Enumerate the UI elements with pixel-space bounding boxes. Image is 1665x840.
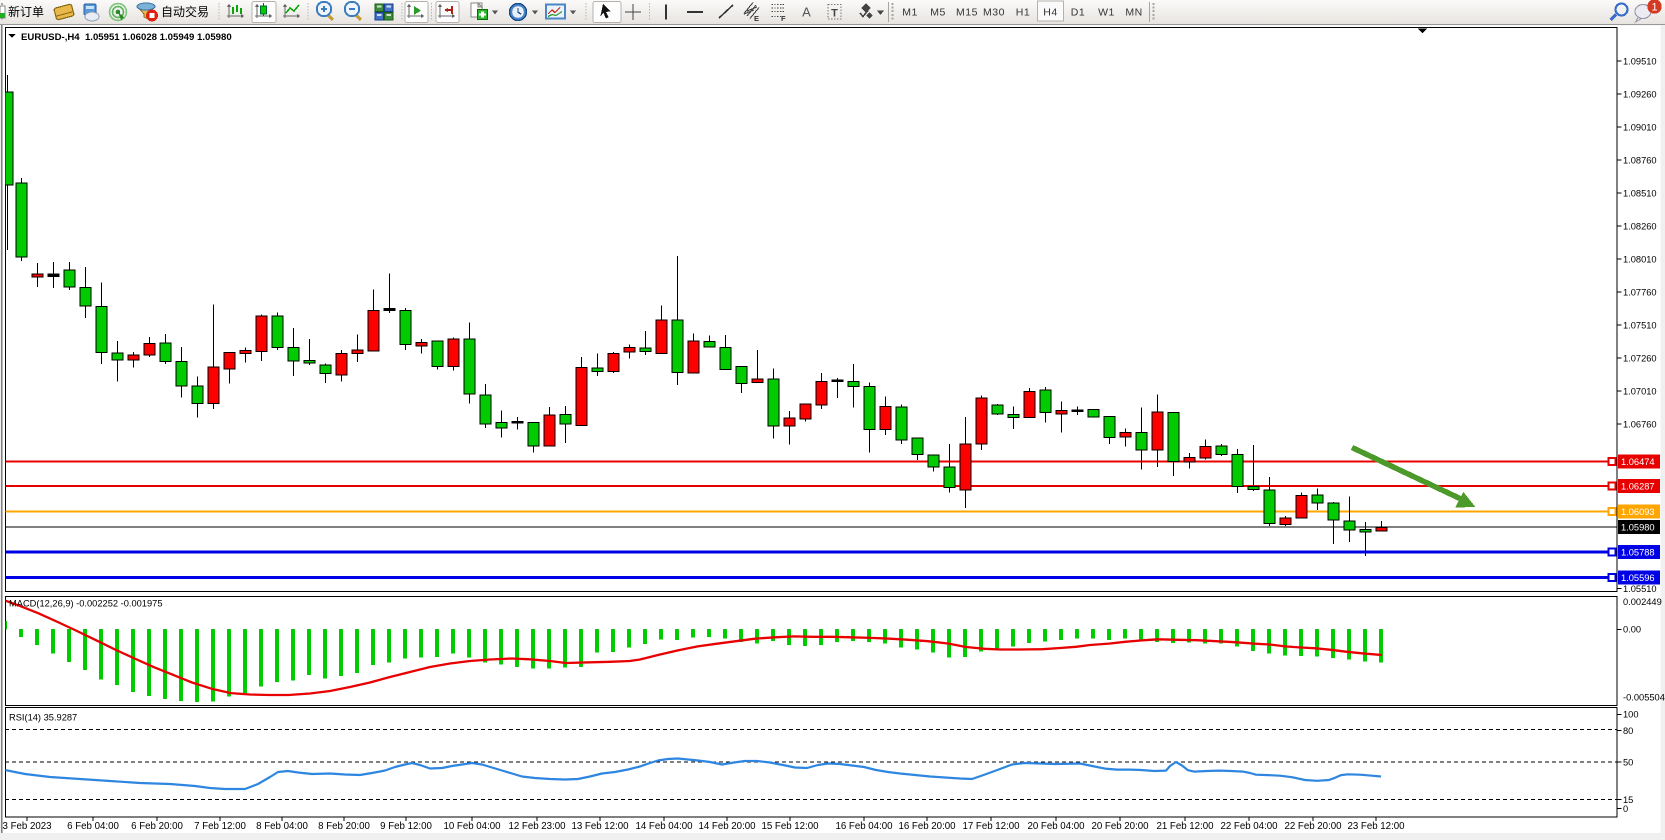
- svg-text:22 Feb 20:00: 22 Feb 20:00: [1284, 821, 1342, 832]
- svg-text:6 Feb 04:00: 6 Feb 04:00: [67, 821, 119, 832]
- svg-text:1.09510: 1.09510: [1623, 56, 1657, 66]
- svg-text:E: E: [754, 14, 759, 23]
- svg-text:21 Feb 12:00: 21 Feb 12:00: [1156, 821, 1214, 832]
- svg-text:1.07510: 1.07510: [1623, 320, 1657, 330]
- svg-text:1.05596: 1.05596: [1621, 573, 1655, 583]
- svg-text:100: 100: [1623, 710, 1639, 720]
- svg-text:1.06474: 1.06474: [1621, 457, 1655, 467]
- svg-text:20 Feb 04:00: 20 Feb 04:00: [1027, 821, 1085, 832]
- svg-text:14 Feb 04:00: 14 Feb 04:00: [635, 821, 693, 832]
- svg-text:23 Feb 12:00: 23 Feb 12:00: [1347, 821, 1405, 832]
- svg-text:8 Feb 04:00: 8 Feb 04:00: [256, 821, 308, 832]
- svg-text:A: A: [802, 5, 811, 20]
- svg-text:1.09010: 1.09010: [1623, 122, 1657, 132]
- svg-text:1.07760: 1.07760: [1623, 287, 1657, 297]
- svg-text:10 Feb 04:00: 10 Feb 04:00: [443, 821, 501, 832]
- svg-text:EURUSD-,H4 1.05951 1.06028 1.: EURUSD-,H4 1.05951 1.06028 1.05949 1.059…: [21, 32, 232, 43]
- svg-text:0: 0: [1623, 804, 1628, 814]
- svg-text:T: T: [831, 8, 838, 20]
- svg-text:22 Feb 04:00: 22 Feb 04:00: [1220, 821, 1278, 832]
- svg-text:1.05510: 1.05510: [1623, 584, 1657, 594]
- svg-text:RSI(14) 35.9287: RSI(14) 35.9287: [9, 713, 77, 723]
- svg-text:1.09260: 1.09260: [1623, 89, 1657, 99]
- svg-text:新订单: 新订单: [8, 4, 44, 19]
- svg-text:12 Feb 23:00: 12 Feb 23:00: [508, 821, 566, 832]
- svg-text:M1: M1: [902, 7, 918, 19]
- svg-text:50: 50: [1623, 757, 1633, 767]
- svg-text:16 Feb 04:00: 16 Feb 04:00: [835, 821, 893, 832]
- svg-text:0.00: 0.00: [1623, 625, 1641, 635]
- svg-text:M30: M30: [983, 7, 1005, 19]
- svg-text:1.08760: 1.08760: [1623, 155, 1657, 165]
- svg-text:MN: MN: [1125, 7, 1142, 19]
- svg-text:17 Feb 12:00: 17 Feb 12:00: [962, 821, 1020, 832]
- svg-text:M15: M15: [956, 7, 978, 19]
- svg-text:1.06760: 1.06760: [1623, 419, 1657, 429]
- svg-text:9 Feb 12:00: 9 Feb 12:00: [380, 821, 432, 832]
- svg-text:16 Feb 20:00: 16 Feb 20:00: [898, 821, 956, 832]
- svg-text:1.08510: 1.08510: [1623, 188, 1657, 198]
- svg-text:1.08010: 1.08010: [1623, 254, 1657, 264]
- svg-text:M5: M5: [930, 7, 946, 19]
- svg-text:6 Feb 20:00: 6 Feb 20:00: [131, 821, 183, 832]
- svg-text:H1: H1: [1016, 7, 1030, 19]
- svg-text:15 Feb 12:00: 15 Feb 12:00: [761, 821, 819, 832]
- svg-text:20 Feb 20:00: 20 Feb 20:00: [1091, 821, 1149, 832]
- svg-text:1.05980: 1.05980: [1621, 523, 1655, 533]
- svg-text:H4: H4: [1043, 7, 1057, 19]
- svg-text:-0.005504: -0.005504: [1623, 693, 1665, 703]
- svg-text:15: 15: [1623, 795, 1633, 805]
- svg-text:1.07010: 1.07010: [1623, 386, 1657, 396]
- svg-text:1: 1: [1651, 2, 1657, 14]
- svg-text:自动交易: 自动交易: [161, 4, 209, 19]
- svg-text:1.07260: 1.07260: [1623, 353, 1657, 363]
- svg-text:F: F: [781, 14, 786, 23]
- svg-text:14 Feb 20:00: 14 Feb 20:00: [698, 821, 756, 832]
- svg-text:1.05788: 1.05788: [1621, 548, 1655, 558]
- svg-text:D1: D1: [1071, 7, 1085, 19]
- svg-text:13 Feb 12:00: 13 Feb 12:00: [571, 821, 629, 832]
- svg-text:80: 80: [1623, 726, 1633, 736]
- svg-text:1.08260: 1.08260: [1623, 221, 1657, 231]
- svg-text:1.06287: 1.06287: [1621, 482, 1655, 492]
- svg-text:7 Feb 12:00: 7 Feb 12:00: [194, 821, 246, 832]
- svg-text:8 Feb 20:00: 8 Feb 20:00: [318, 821, 370, 832]
- svg-text:MACD(12,26,9) -0.002252 -0.001: MACD(12,26,9) -0.002252 -0.001975: [9, 599, 163, 609]
- svg-text:W1: W1: [1098, 7, 1115, 19]
- svg-text:1.06093: 1.06093: [1621, 507, 1655, 517]
- svg-text:3 Feb 2023: 3 Feb 2023: [2, 821, 51, 832]
- svg-text:0.002449: 0.002449: [1623, 597, 1662, 607]
